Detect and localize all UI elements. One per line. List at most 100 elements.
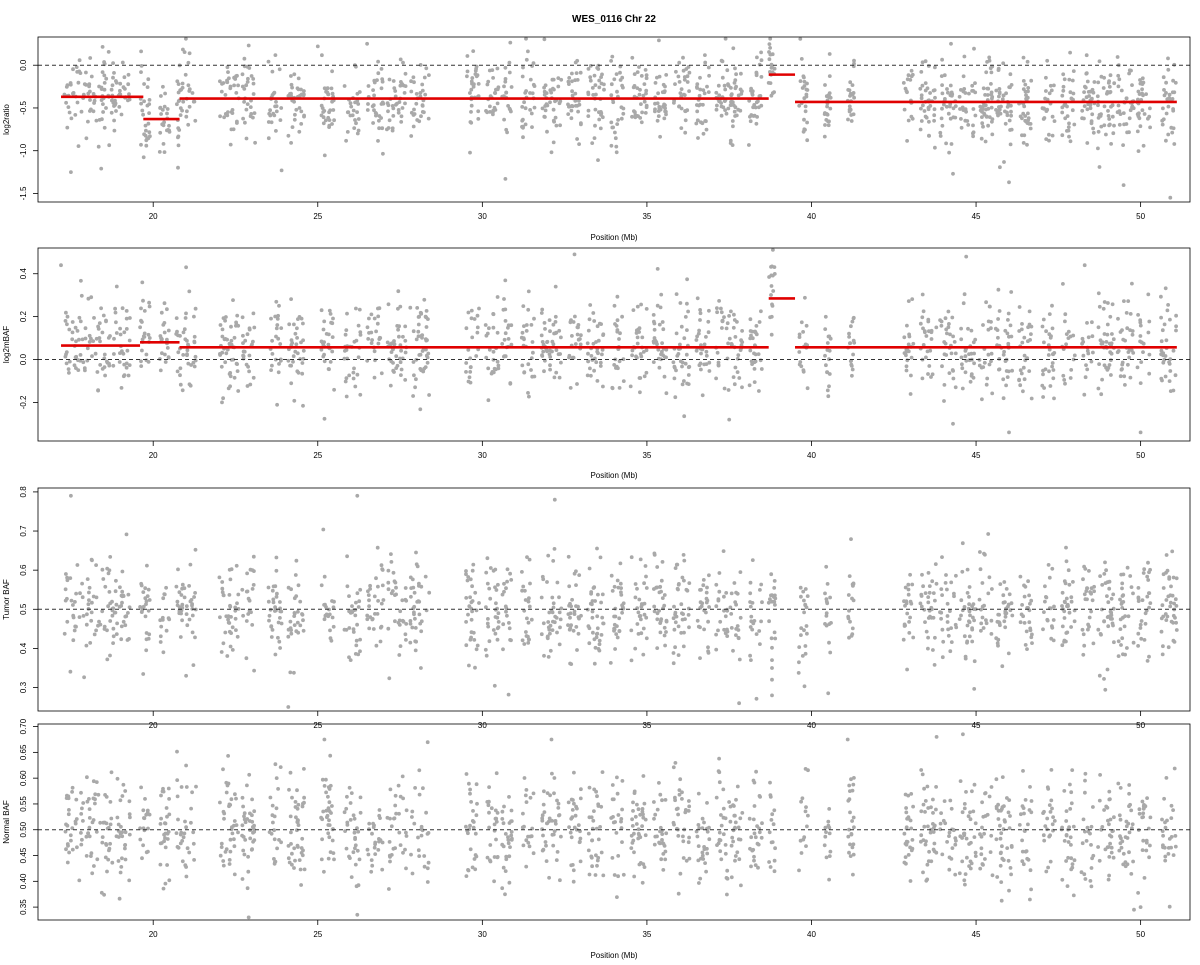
data-point	[543, 37, 547, 41]
data-point	[541, 577, 545, 581]
data-point	[759, 583, 763, 587]
data-point	[660, 838, 664, 842]
data-point	[1104, 133, 1108, 137]
data-point	[717, 590, 721, 594]
data-point	[119, 637, 123, 641]
data-point	[1128, 803, 1132, 807]
data-point	[924, 59, 928, 63]
data-point	[905, 364, 909, 368]
data-point	[548, 329, 552, 333]
data-point	[184, 115, 188, 119]
data-point	[123, 75, 127, 79]
data-point	[159, 106, 163, 110]
data-point	[909, 392, 913, 396]
data-point	[593, 136, 597, 140]
data-point	[504, 128, 508, 132]
data-point	[717, 757, 721, 761]
data-point	[708, 369, 712, 373]
outlier-point	[1083, 263, 1087, 267]
data-point	[695, 82, 699, 86]
data-point	[851, 320, 855, 324]
data-point	[686, 310, 690, 314]
data-point	[1002, 580, 1006, 584]
outlier-point	[69, 494, 73, 498]
data-point	[990, 619, 994, 623]
data-point	[485, 334, 489, 338]
data-point	[654, 81, 658, 85]
data-point	[749, 605, 753, 609]
data-point	[113, 103, 117, 107]
data-point	[998, 367, 1002, 371]
data-point	[1009, 143, 1013, 147]
data-point	[324, 90, 328, 94]
data-point	[143, 309, 147, 313]
data-point	[739, 884, 743, 888]
data-point	[552, 601, 556, 605]
data-point	[849, 324, 853, 328]
data-point	[716, 629, 720, 633]
x-tick-label: 50	[1136, 721, 1145, 730]
data-point	[526, 835, 530, 839]
data-point	[508, 381, 512, 385]
data-point	[320, 104, 324, 108]
data-point	[185, 612, 189, 616]
data-point	[108, 590, 112, 594]
data-point	[823, 835, 827, 839]
data-point	[471, 809, 475, 813]
data-point	[682, 69, 686, 73]
data-point	[381, 152, 385, 156]
data-point	[1167, 645, 1171, 649]
data-point	[533, 84, 537, 88]
data-point	[241, 315, 245, 319]
data-point	[1138, 812, 1142, 816]
data-point	[959, 614, 963, 618]
data-point	[733, 859, 737, 863]
data-point	[520, 105, 524, 109]
y-axis-label: log2mBAF	[2, 326, 11, 363]
data-point	[947, 634, 951, 638]
data-point	[966, 591, 970, 595]
data-point	[475, 813, 479, 817]
data-point	[495, 616, 499, 620]
data-point	[1091, 351, 1095, 355]
data-point	[541, 834, 545, 838]
data-point	[1092, 585, 1096, 589]
data-point	[960, 126, 964, 130]
data-point	[1102, 307, 1106, 311]
data-point	[620, 105, 624, 109]
data-point	[506, 326, 510, 330]
data-point	[615, 150, 619, 154]
data-point	[192, 100, 196, 104]
data-point	[980, 800, 984, 804]
data-point	[1164, 91, 1168, 95]
data-point	[378, 808, 382, 812]
data-point	[298, 624, 302, 628]
data-point	[492, 350, 496, 354]
data-point	[545, 91, 549, 95]
data-point	[70, 599, 74, 603]
data-point	[927, 120, 931, 124]
data-point	[660, 579, 664, 583]
data-point	[392, 79, 396, 83]
data-point	[982, 112, 986, 116]
data-point	[586, 341, 590, 345]
data-point	[345, 376, 349, 380]
data-point	[352, 126, 356, 130]
data-point	[396, 328, 400, 332]
data-point	[1172, 614, 1176, 618]
data-point	[417, 334, 421, 338]
data-point	[120, 594, 124, 598]
data-point	[749, 625, 753, 629]
data-point	[89, 295, 93, 299]
data-point	[323, 603, 327, 607]
data-point	[644, 564, 648, 568]
data-point	[954, 352, 958, 356]
data-point	[1028, 310, 1032, 314]
data-point	[332, 605, 336, 609]
data-point	[126, 349, 130, 353]
data-point	[664, 798, 668, 802]
data-point	[640, 605, 644, 609]
data-point	[1052, 368, 1056, 372]
data-point	[418, 622, 422, 626]
data-point	[488, 110, 492, 114]
